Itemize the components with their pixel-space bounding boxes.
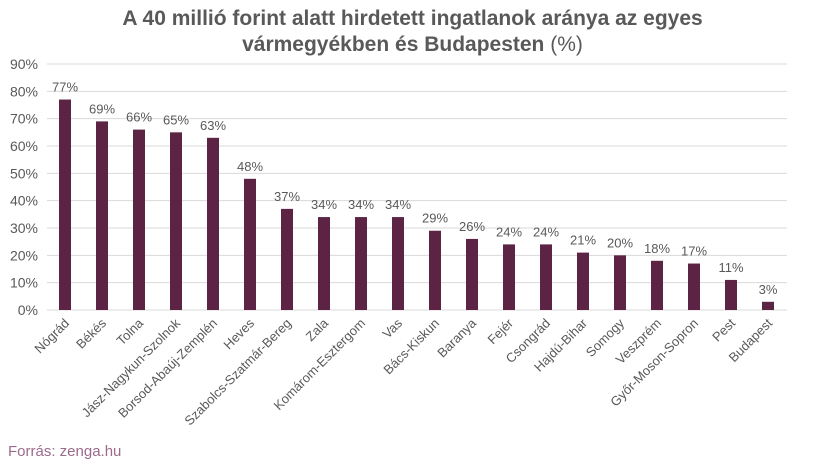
data-label: 24% — [496, 224, 522, 239]
bar — [725, 279, 737, 310]
y-tick-label: 70% — [10, 111, 38, 127]
x-tick-label: Fejér — [485, 315, 517, 347]
data-label: 29% — [422, 211, 448, 226]
x-tick-label: Nógrád — [31, 316, 72, 357]
y-tick-label: 30% — [10, 220, 38, 236]
x-tick-label: Zala — [303, 315, 332, 344]
bar — [207, 137, 219, 310]
bar — [651, 260, 663, 310]
y-tick-label: 10% — [10, 275, 38, 291]
data-label: 65% — [163, 112, 189, 127]
bar — [577, 252, 589, 310]
data-label: 34% — [385, 197, 411, 212]
data-label: 17% — [681, 244, 707, 259]
data-label: 18% — [644, 241, 670, 256]
data-label: 20% — [607, 235, 633, 250]
y-axis: 0% 10% 20% 30% 40% 50% 60% 70% 80% 90% — [10, 56, 38, 318]
data-label: 66% — [126, 110, 152, 125]
bar — [466, 238, 478, 310]
data-label: 69% — [89, 101, 115, 116]
y-tick-label: 50% — [10, 165, 38, 181]
bar — [355, 217, 367, 310]
y-tick-label: 90% — [10, 56, 38, 72]
data-label: 63% — [200, 118, 226, 133]
source-note: Forrás: zenga.hu — [8, 443, 122, 460]
bar — [429, 230, 441, 310]
y-tick-label: 80% — [10, 83, 38, 99]
x-tick-label: Vas — [379, 315, 405, 341]
x-tick-label: Baranya — [434, 315, 479, 360]
chart-title-unit: (%) — [544, 33, 583, 56]
bar — [318, 217, 330, 310]
bars — [59, 99, 774, 311]
chart-title-line2: vármegyékben és Budapesten (%) — [0, 32, 825, 58]
chart-title-line2-bold: vármegyékben és Budapesten — [242, 33, 545, 56]
y-tick-label: 60% — [10, 138, 38, 154]
y-tick-label: 40% — [10, 193, 38, 209]
data-label: 26% — [459, 219, 485, 234]
bar — [503, 244, 515, 310]
data-label: 48% — [237, 159, 263, 174]
data-label: 37% — [274, 189, 300, 204]
data-label: 21% — [570, 233, 596, 248]
bar — [392, 217, 404, 310]
data-label: 24% — [533, 224, 559, 239]
x-tick-label: Békés — [73, 315, 110, 352]
chart-title: A 40 millió forint alatt hirdetett ingat… — [0, 6, 825, 58]
data-label: 77% — [52, 80, 78, 95]
x-axis: Nógrád Békés TolnaJász-Nagykun-SzolnokBors… — [31, 315, 775, 428]
bar — [96, 121, 108, 311]
gridlines — [47, 63, 787, 311]
data-labels: 77% 69% 66% 65% 63% 48% 37% 34% 34% 34% 29% 26% 24% 2… — [52, 80, 778, 297]
bar — [281, 208, 293, 310]
data-label: 3% — [759, 282, 778, 297]
bar — [170, 132, 182, 310]
data-label: 34% — [348, 197, 374, 212]
bar — [762, 301, 774, 310]
bar — [244, 178, 256, 310]
x-tick-label: Pest — [709, 315, 738, 344]
bar — [540, 244, 552, 310]
data-label: 34% — [311, 197, 337, 212]
bar — [59, 99, 71, 311]
x-tick-label: Tolna — [114, 315, 147, 348]
bar — [688, 263, 700, 310]
bar — [133, 129, 145, 310]
chart-title-line1: A 40 millió forint alatt hirdetett ingat… — [122, 7, 703, 30]
y-tick-label: 20% — [10, 247, 38, 263]
bar — [614, 255, 626, 310]
y-tick-label: 0% — [18, 302, 38, 318]
data-label: 11% — [718, 260, 743, 275]
